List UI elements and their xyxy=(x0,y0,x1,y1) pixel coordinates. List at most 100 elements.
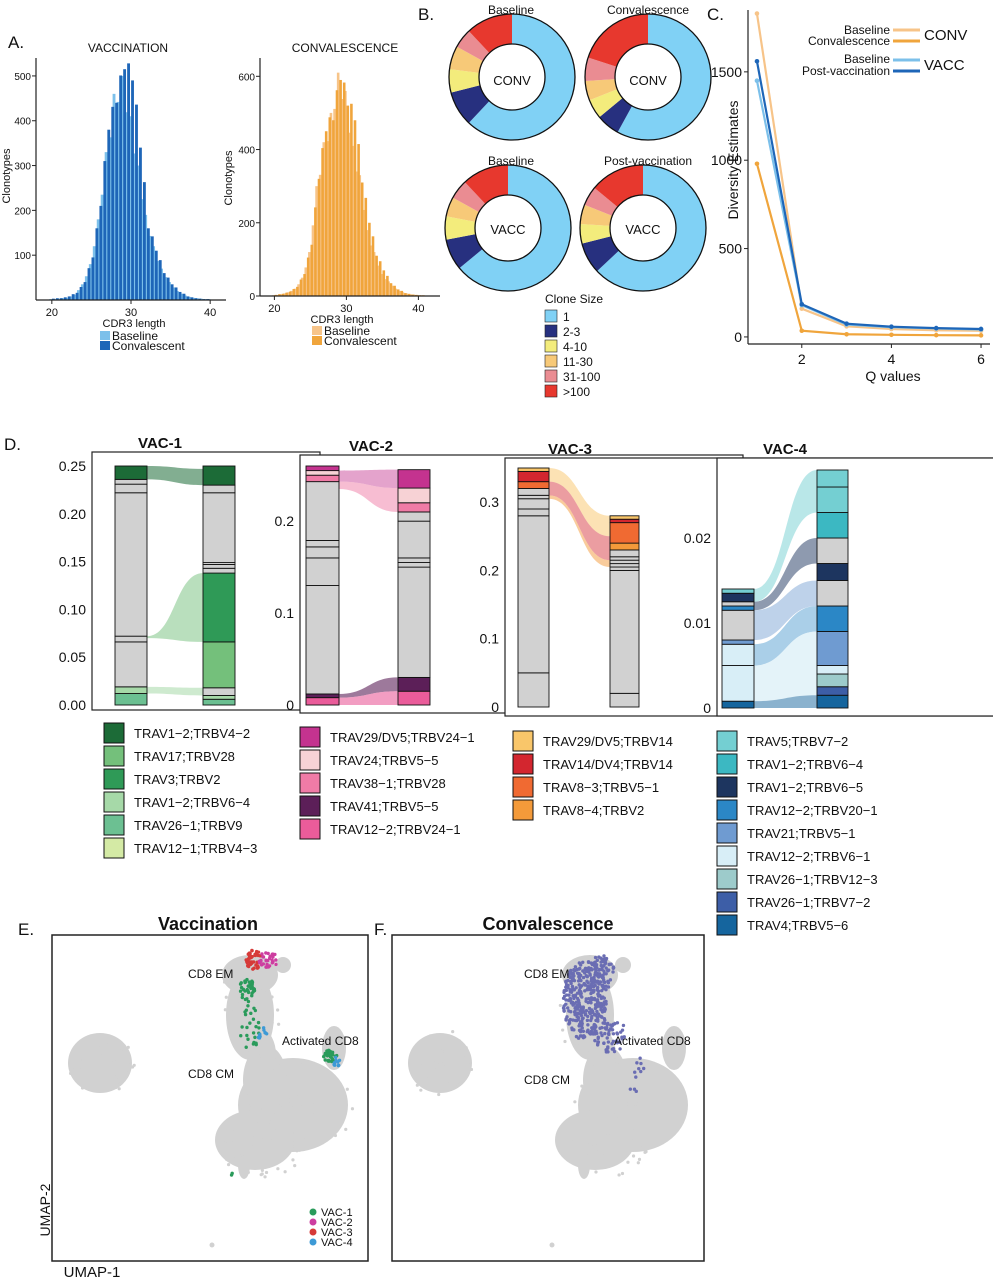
umap-conv-cell xyxy=(570,1144,574,1148)
umap-conv-clonotype-cell xyxy=(578,986,582,990)
umap-conv-clonotype-cell xyxy=(602,996,607,1000)
umap-vacc-vac-1-cell xyxy=(256,1020,261,1025)
umap-vacc-vac-1-cell xyxy=(229,1173,234,1177)
umap-vacc-cell xyxy=(224,995,228,999)
umap-conv-clonotype-cell xyxy=(604,1027,608,1031)
umap-conv-cell-cluster xyxy=(555,1110,635,1170)
vac2-legend-label: TRAV38−1;TRBV28 xyxy=(330,776,446,791)
umap-conv-clonotype-cell xyxy=(599,1015,604,1019)
vac3-stratum-right xyxy=(609,515,640,520)
vac1-stratum-left xyxy=(114,483,148,494)
vac3-stratum-left xyxy=(517,494,550,500)
umap-conv-clonotype-cell xyxy=(562,1009,566,1013)
hist-vacc-bar-convalescent xyxy=(119,75,123,300)
umap-vacc-cell xyxy=(289,1095,293,1099)
umap-vacc-cell xyxy=(276,1076,281,1080)
vac4-legend-label: TRAV12−2;TRBV20−1 xyxy=(747,803,878,818)
umap-conv-clonotype-cell xyxy=(588,998,593,1003)
vac1-title: VAC-1 xyxy=(138,435,182,452)
umap-conv-cell xyxy=(434,1072,439,1076)
diversity-point xyxy=(754,11,760,16)
legend-conv-convalescence: Convalescence xyxy=(808,34,890,48)
vac4-stratum-right xyxy=(816,580,849,607)
umap-conv-cell xyxy=(590,1094,594,1098)
hist-vacc-xlabel: CDR3 length xyxy=(103,318,166,330)
hist-conv-xtick-label: 30 xyxy=(340,303,352,315)
umap-conv-cell xyxy=(581,1133,585,1137)
umap-vacc-cell xyxy=(295,1098,299,1102)
hist-conv-bar-convalescent xyxy=(288,291,292,296)
umap-conv-cell xyxy=(582,1145,586,1149)
umap-vacc-vac-4-cell xyxy=(256,1035,261,1040)
donut-3-slice xyxy=(445,216,476,240)
umap-conv-cell xyxy=(609,1139,613,1143)
donut-1-center: CONV xyxy=(493,73,531,88)
umap-vacc-cell xyxy=(262,1043,267,1047)
umap-conv-cell xyxy=(559,1141,563,1145)
umap-conv-clonotype-cell xyxy=(606,968,611,972)
umap-vacc-cell xyxy=(312,1113,317,1117)
umap-vacc-cell xyxy=(261,1138,265,1142)
vac3-flow xyxy=(549,495,610,568)
diversity-lines xyxy=(754,11,984,338)
umap-vacc-cell xyxy=(350,1107,355,1111)
vac3-stratum-left xyxy=(517,467,550,472)
umap-conv-cell xyxy=(620,1171,625,1176)
umap-vacc-cell xyxy=(101,1038,105,1042)
vac1-stratum-right xyxy=(202,687,236,696)
umap-conv-cell xyxy=(644,1065,649,1069)
hist-vacc-bar-convalescent xyxy=(107,129,111,300)
donut-1-slice xyxy=(456,31,490,62)
umap-conv-cell xyxy=(462,1050,466,1054)
vac4-ytick-label: 0 xyxy=(703,700,711,716)
diversity-line-1 xyxy=(755,163,982,337)
diversity-xtick-label: 6 xyxy=(977,351,985,367)
umap-conv-clonotype-cell xyxy=(620,1035,624,1039)
vac4-flow xyxy=(754,606,817,666)
umap-conv-cell xyxy=(608,1066,612,1070)
umap-conv-clonotype-cell xyxy=(595,958,600,963)
umap-vacc-cell xyxy=(264,1130,268,1135)
vac1-ytick-label: 0.20 xyxy=(59,506,86,522)
umap-vacc-cell xyxy=(276,1167,280,1171)
umap-conv-clonotype-cell xyxy=(599,996,604,1001)
umap-conv-clonotype-cell xyxy=(590,982,594,986)
umap-vacc-cell xyxy=(298,1148,302,1152)
histogram-vaccination: VACCINATION Clonotypes 20 30 40 100 200 300 40… xyxy=(1,41,226,353)
umap-conv-clonotype-cell xyxy=(599,1031,603,1035)
vac2-legend-swatch xyxy=(299,749,321,771)
vac4-stratum-right xyxy=(816,512,849,539)
umap-conv-cell xyxy=(606,1132,610,1137)
diversity-point xyxy=(978,326,984,332)
umap-conv-cell xyxy=(600,1148,604,1152)
umap-vacc-cell xyxy=(116,1046,121,1051)
vac3-stratum-right xyxy=(609,566,640,571)
umap-vacc-cell xyxy=(259,1077,263,1082)
vac4-legend-label: TRAV1−2;TRBV6−4 xyxy=(747,757,863,772)
umap-conv-clonotype-cell xyxy=(572,967,576,972)
hist-vacc-bar-convalescent xyxy=(150,236,154,300)
umap-vacc-vac-4-cell xyxy=(264,1032,269,1036)
hist-vacc-ytick-label: 100 xyxy=(14,251,31,262)
umap-vacc-cell xyxy=(252,1001,256,1005)
umap-vacc-cell xyxy=(132,1063,136,1067)
umap-conv-cell xyxy=(457,1039,461,1043)
umap-vacc-cell xyxy=(261,986,265,990)
vac4-legend-label: TRAV4;TRBV5−6 xyxy=(747,918,848,933)
umap-conv-cell xyxy=(650,1081,654,1085)
umap-vacc-cell xyxy=(318,1095,322,1099)
umap-conv-clonotype-cell xyxy=(580,1016,585,1021)
umap-vacc-cell xyxy=(244,984,248,988)
umap-vacc-cell xyxy=(255,988,259,993)
umap-conv-clonotype-cell xyxy=(583,989,587,993)
umap-vacc-vac-1-cell xyxy=(243,1012,248,1017)
hist-vacc-bar-convalescent xyxy=(142,182,146,300)
legend-vacc-title: VACC xyxy=(924,57,965,74)
hist-vacc-bar-convalescent xyxy=(198,298,202,300)
umap-vacc-vac-1-cell xyxy=(254,1024,258,1029)
umap-conv-clonotype-cell xyxy=(576,1015,581,1020)
umap-vacc-cell xyxy=(234,1136,238,1140)
umap-vacc-cell xyxy=(74,1076,78,1080)
legend-vacc-baseline: Baseline xyxy=(844,52,890,66)
histogram-convalescence: CONVALESCENCE Clonotypes 20 30 40020040060… xyxy=(223,41,440,348)
